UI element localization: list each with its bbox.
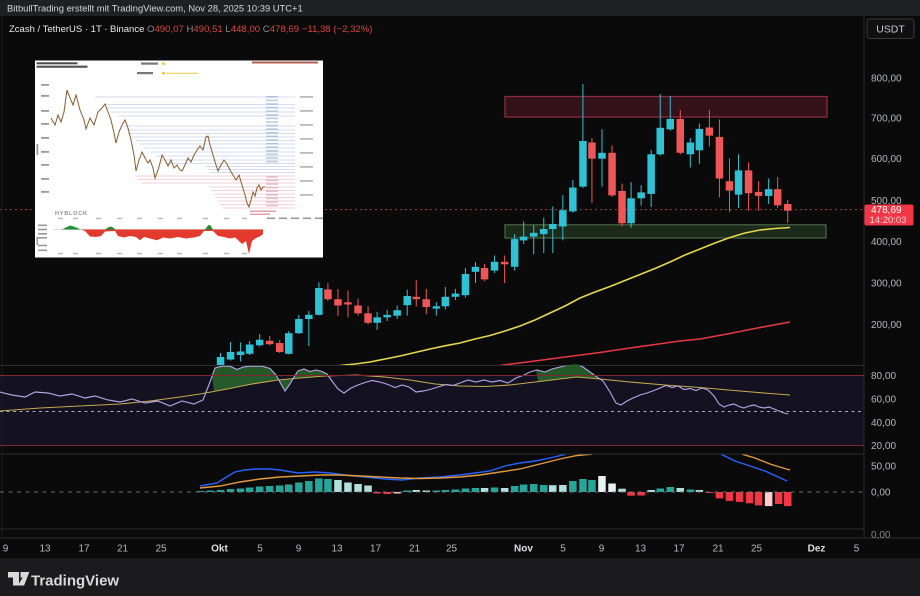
svg-text:Okt: Okt: [211, 544, 228, 555]
svg-text:17: 17: [673, 544, 685, 555]
svg-text:13: 13: [331, 544, 343, 555]
svg-text:80,00: 80,00: [871, 371, 896, 382]
svg-text:800,00: 800,00: [871, 74, 902, 85]
svg-text:HYBLOCK: HYBLOCK: [55, 211, 88, 217]
svg-text:21: 21: [409, 544, 421, 555]
svg-text:25: 25: [446, 544, 458, 555]
svg-text:Dez: Dez: [808, 544, 826, 555]
svg-text:Nov: Nov: [514, 544, 533, 555]
svg-text:17: 17: [78, 544, 90, 555]
svg-text:BitbullTrading erstellt mit Tr: BitbullTrading erstellt mit TradingView.…: [7, 3, 303, 14]
svg-text:TradingView: TradingView: [31, 573, 119, 590]
svg-text:25: 25: [751, 544, 763, 555]
svg-text:20,00: 20,00: [871, 441, 896, 452]
svg-text:700,00: 700,00: [871, 114, 902, 125]
svg-text:5: 5: [560, 544, 566, 555]
svg-text:9: 9: [3, 544, 9, 555]
svg-text:200,00: 200,00: [871, 320, 902, 331]
svg-text:25: 25: [155, 544, 167, 555]
svg-text:300,00: 300,00: [871, 279, 902, 290]
svg-text:600,00: 600,00: [871, 154, 902, 165]
svg-text:14:20:03: 14:20:03: [870, 215, 907, 226]
svg-text:13: 13: [635, 544, 647, 555]
svg-text:478,69: 478,69: [871, 205, 902, 216]
svg-text:40,00: 40,00: [871, 418, 896, 429]
svg-text:Zcash / TetherUS · 1T · Binanc: Zcash / TetherUS · 1T · Binance: [9, 24, 144, 35]
svg-text:13: 13: [39, 544, 51, 555]
svg-text:9: 9: [296, 544, 302, 555]
svg-text:USDT: USDT: [876, 24, 905, 36]
svg-text:60,00: 60,00: [871, 395, 896, 406]
svg-text:9: 9: [599, 544, 605, 555]
svg-text:50,00: 50,00: [871, 462, 896, 473]
svg-text:21: 21: [117, 544, 129, 555]
svg-text:0,00: 0,00: [871, 530, 891, 541]
svg-text:0,00: 0,00: [871, 488, 891, 499]
svg-text:17: 17: [370, 544, 382, 555]
svg-text:5: 5: [257, 544, 263, 555]
svg-text:500,00: 500,00: [871, 196, 902, 207]
svg-text:400,00: 400,00: [871, 237, 902, 248]
svg-text:5: 5: [854, 544, 860, 555]
svg-text:21: 21: [712, 544, 724, 555]
svg-text:O490,07 H490,51 L448,00 C47: O490,07 H490,51 L448,00 C478,69 −11,38 (…: [147, 24, 372, 35]
